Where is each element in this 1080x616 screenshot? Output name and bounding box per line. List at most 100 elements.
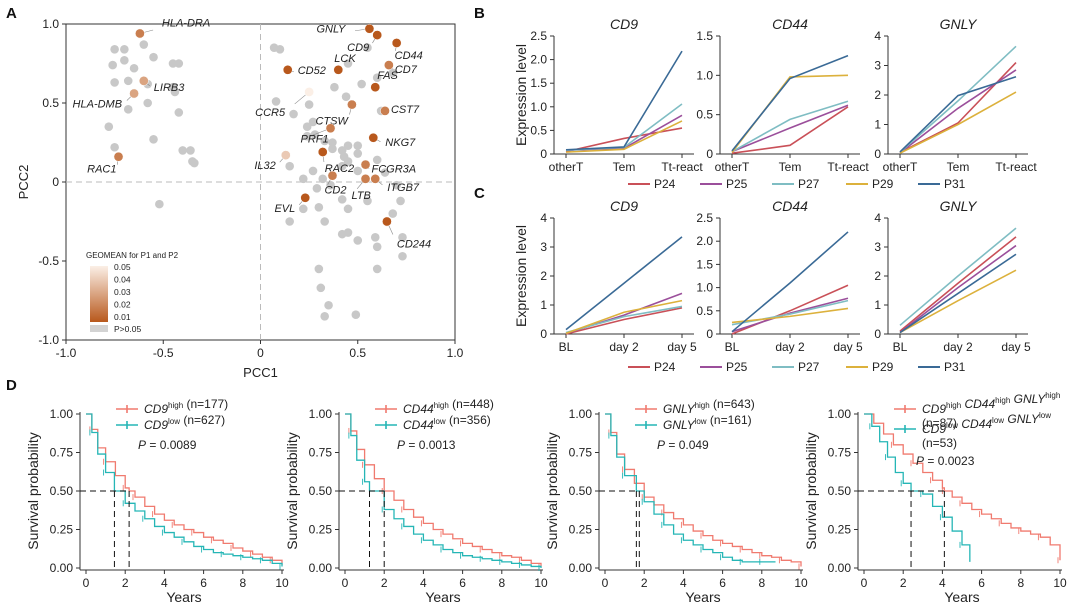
grey-point (372, 264, 382, 274)
grey-point (314, 202, 324, 212)
series-line-p27 (565, 103, 683, 152)
legend-gene: GNLY (1010, 392, 1046, 406)
y-tick-label: 0.25 (569, 523, 593, 537)
x-axis-label: Years (425, 589, 460, 605)
legend-entry: GNLYlow (n=161) (663, 413, 752, 432)
grey-point (341, 92, 351, 101)
series-line-p24 (565, 307, 683, 335)
legend-level: high (434, 401, 449, 410)
series-line-p31 (899, 253, 1017, 334)
gene-label: FCGR3A (372, 164, 417, 176)
series-line-p27 (731, 100, 849, 153)
gene-point (327, 170, 338, 181)
y-tick-label: 0 (52, 175, 59, 189)
y-tick-label: 2 (540, 269, 547, 283)
p-value: P = 0.0089 (138, 438, 197, 452)
series-line-p31 (565, 50, 683, 151)
x-tick-label: 4 (680, 576, 687, 590)
y-tick-label: 3 (874, 240, 881, 254)
colorbar-tick-label: 0.02 (114, 300, 131, 310)
y-tick-label: 0.50 (569, 484, 593, 498)
y-tick-label: 0.50 (828, 484, 852, 498)
grey-point (318, 174, 328, 184)
x-tick-label: otherT (549, 160, 584, 174)
x-tick-label: Tem (613, 160, 636, 174)
colorbar-tick-label: 0.04 (114, 275, 131, 285)
y-tick-label: 1.5 (530, 76, 547, 90)
legend-level: high (995, 396, 1010, 405)
legend-level: low (695, 417, 707, 426)
subplot-title: CD9 (610, 198, 638, 214)
gene-point (380, 106, 390, 116)
p-value: P = 0.0013 (397, 438, 456, 452)
y-tick-label: 0.25 (828, 523, 852, 537)
legend-level: high (168, 401, 183, 410)
gene-label: CD7 (395, 64, 418, 76)
grey-point (372, 73, 382, 83)
y-tick-label: 1.00 (309, 407, 333, 421)
x-tick-label: 2 (641, 576, 648, 590)
legend-level: high (1045, 391, 1060, 400)
legend-n: (n=177) (183, 397, 228, 411)
y-tick-label: 0.5 (42, 96, 59, 110)
x-tick-label: Tt-react (661, 160, 703, 174)
y-tick-label: 1.0 (696, 281, 713, 295)
grey-point (298, 204, 308, 214)
gene-label: CTSW (316, 116, 350, 128)
legend-gene: CD9 (922, 422, 946, 436)
y-tick-label: 1.0 (42, 17, 59, 31)
y-axis-label: Survival probability (803, 432, 819, 550)
legend-entry: CD9low (n=627) (144, 413, 225, 432)
grey-point (320, 136, 329, 146)
series-line-p24 (899, 236, 1017, 332)
x-tick-label: 6 (200, 576, 207, 590)
series-line-p25 (899, 244, 1017, 334)
series-line-p29 (899, 91, 1017, 154)
y-tick-label: 1 (540, 298, 547, 312)
grey-point (285, 217, 294, 226)
grey-point (174, 59, 184, 68)
x-tick-label: 8 (498, 576, 505, 590)
series-line-p29 (899, 269, 1017, 334)
legend-gene: CD9 (144, 402, 168, 416)
y-axis-label: PCC2 (16, 165, 31, 200)
grey-point (312, 184, 322, 193)
y-tick-label: 2.0 (530, 53, 547, 67)
y-tick-label: 0 (874, 327, 881, 341)
series-line-p29 (731, 307, 849, 324)
series-line-p25 (731, 104, 849, 153)
colorbar-tick-label: 0.01 (114, 312, 131, 322)
km-curve-low (605, 413, 776, 563)
x-tick-label: otherT (715, 160, 750, 174)
grey-point (149, 135, 158, 144)
x-axis-label: PCC1 (243, 365, 278, 380)
x-axis-label: Years (944, 589, 979, 605)
x-tick-label: day 5 (1001, 340, 1031, 354)
y-tick-label: 1.00 (569, 407, 593, 421)
y-tick-label: 1 (874, 118, 881, 132)
grey-point (190, 158, 199, 168)
x-tick-label: 6 (459, 576, 466, 590)
gene-label: ITGB7 (387, 182, 420, 194)
grey-point (320, 312, 329, 321)
subplot-title: CD44 (772, 16, 808, 32)
grey-point (380, 168, 390, 177)
y-tick-label: 0.25 (50, 523, 74, 537)
legend-gene: CD44 (403, 418, 434, 432)
colorbar-tick-label: 0.03 (114, 287, 131, 297)
x-tick-label: day 2 (943, 340, 973, 354)
grey-point (120, 56, 129, 65)
grey-point (388, 68, 398, 78)
grey-point (396, 196, 405, 206)
colorbar (90, 266, 108, 322)
x-tick-label: BL (559, 340, 574, 354)
km-curve-low (86, 413, 283, 567)
legend-n: (n=643) (710, 397, 755, 411)
grey-point (302, 131, 312, 141)
y-tick-label: 2 (874, 269, 881, 283)
legend-gene: CD44 (958, 417, 992, 431)
km-curve-high (86, 413, 283, 565)
grey-point (330, 82, 339, 92)
legend-label: P31 (944, 177, 966, 191)
legend-entry: CD9low CD44low GNLYlow (922, 411, 1051, 436)
